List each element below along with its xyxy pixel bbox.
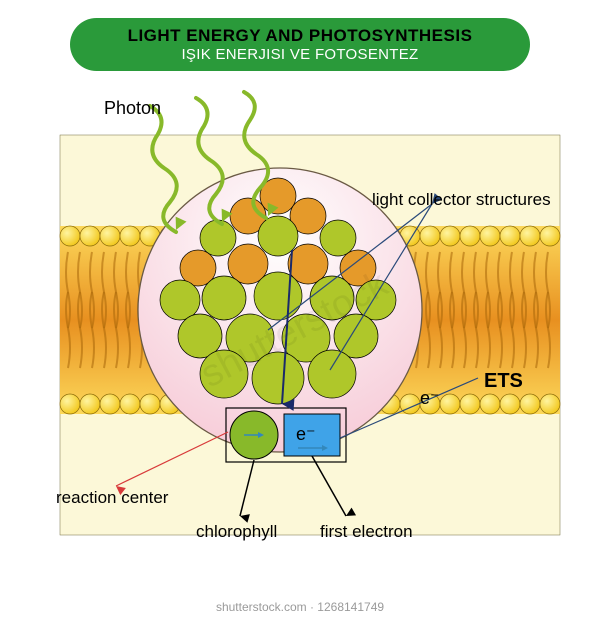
label-photon: Photon <box>104 98 161 119</box>
svg-text:e⁻: e⁻ <box>296 424 316 444</box>
title-banner: LIGHT ENERGY AND PHOTOSYNTHESIS IŞIK ENE… <box>70 18 530 71</box>
watermark: shutterstock.com · 1268141749 <box>0 600 600 614</box>
label-light-collector: light collector structures <box>372 190 551 210</box>
label-first-electron: first electron <box>320 522 413 542</box>
label-electron-outer: e⁻ <box>420 388 440 409</box>
label-ets: ETS <box>484 370 523 393</box>
title-sub: IŞIK ENERJISI VE FOTOSENTEZ <box>100 46 500 63</box>
label-chlorophyll: chlorophyll <box>196 522 277 542</box>
diagram-svg: e⁻shutterstock <box>0 0 600 620</box>
label-reaction-center: reaction center <box>56 488 168 508</box>
title-main: LIGHT ENERGY AND PHOTOSYNTHESIS <box>100 26 500 46</box>
